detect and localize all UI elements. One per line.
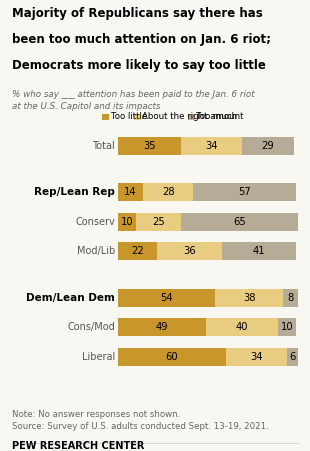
Bar	[118, 289, 215, 307]
Text: 35: 35	[143, 141, 156, 151]
Bar	[215, 289, 283, 307]
Text: 65: 65	[233, 216, 246, 227]
Text: been too much attention on Jan. 6 riot;: been too much attention on Jan. 6 riot;	[12, 33, 271, 46]
Text: 57: 57	[238, 187, 251, 197]
Text: % who say ___ attention has been paid to the Jan. 6 riot
at the U.S. Capitol and: % who say ___ attention has been paid to…	[12, 90, 255, 111]
Text: 29: 29	[262, 141, 274, 151]
Bar	[157, 243, 222, 260]
Text: 54: 54	[160, 293, 173, 303]
Text: About the right amount: About the right amount	[142, 112, 244, 121]
Bar	[242, 137, 294, 155]
Bar	[118, 243, 157, 260]
Text: Democrats more likely to say too little: Democrats more likely to say too little	[12, 59, 266, 72]
Bar	[118, 137, 181, 155]
Bar	[118, 213, 136, 230]
Text: 8: 8	[287, 293, 294, 303]
Text: Total: Total	[92, 141, 115, 151]
Bar	[143, 183, 193, 201]
Text: 22: 22	[131, 246, 144, 257]
Text: 60: 60	[166, 352, 178, 362]
Bar	[118, 318, 206, 336]
Text: Dem/Lean Dem: Dem/Lean Dem	[26, 293, 115, 303]
Text: Cons/Mod: Cons/Mod	[67, 322, 115, 332]
Text: PEW RESEARCH CENTER: PEW RESEARCH CENTER	[12, 441, 145, 451]
Text: Note: No answer responses not shown.: Note: No answer responses not shown.	[12, 410, 181, 419]
Text: 40: 40	[236, 322, 248, 332]
Text: 49: 49	[156, 322, 168, 332]
Bar	[278, 318, 296, 336]
Bar	[193, 183, 296, 201]
Bar	[181, 213, 298, 230]
Text: Mod/Lib: Mod/Lib	[77, 246, 115, 257]
Text: 10: 10	[281, 322, 293, 332]
Text: Too little: Too little	[111, 112, 147, 121]
Text: Conserv: Conserv	[75, 216, 115, 227]
Bar	[287, 348, 298, 366]
Text: 14: 14	[124, 187, 137, 197]
Text: 41: 41	[253, 246, 265, 257]
Text: 36: 36	[184, 246, 196, 257]
Bar	[283, 289, 298, 307]
Text: Rep/Lean Rep: Rep/Lean Rep	[34, 187, 115, 197]
Text: Too much: Too much	[196, 112, 237, 121]
Text: 34: 34	[205, 141, 218, 151]
Text: 10: 10	[121, 216, 133, 227]
Text: 34: 34	[250, 352, 263, 362]
Text: 25: 25	[152, 216, 165, 227]
Bar	[206, 318, 278, 336]
Bar	[118, 348, 226, 366]
Bar	[181, 137, 242, 155]
Bar	[118, 183, 143, 201]
Bar	[226, 348, 287, 366]
Text: 28: 28	[162, 187, 175, 197]
Bar	[222, 243, 296, 260]
Text: Majority of Republicans say there has: Majority of Republicans say there has	[12, 7, 263, 20]
Bar	[136, 213, 181, 230]
Text: Source: Survey of U.S. adults conducted Sept. 13-19, 2021.: Source: Survey of U.S. adults conducted …	[12, 422, 269, 431]
Text: 38: 38	[243, 293, 255, 303]
Text: Liberal: Liberal	[82, 352, 115, 362]
Text: 6: 6	[289, 352, 295, 362]
